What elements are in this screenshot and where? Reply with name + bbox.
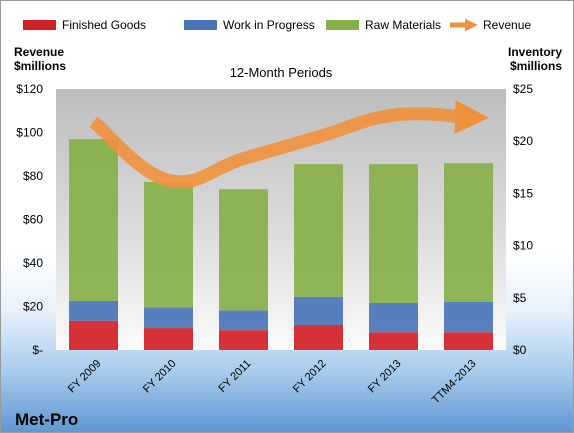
- left-axis-tick-label: $100: [16, 126, 43, 140]
- bar-finished-goods: [294, 324, 343, 350]
- bar-finished-goods: [444, 332, 493, 350]
- legend-swatch-work-in-progress: [184, 20, 217, 30]
- bar-finished-goods: [369, 332, 418, 350]
- revenue-line-path: [89, 99, 489, 189]
- right-axis-tick-label: $10: [513, 239, 533, 253]
- right-axis-tick-label: $20: [513, 134, 533, 148]
- right-axis-title-line: Inventory: [508, 45, 562, 59]
- x-tick-labels: FY 2009 FY 2010 FY 2011 FY 2012 FY 2013 TTM4-…: [66, 358, 479, 407]
- x-tick-label: FY 2012: [291, 358, 329, 396]
- bar-work-in-progress: [444, 301, 493, 333]
- right-axis-title-line: $millions: [510, 59, 562, 73]
- left-axis-tick-label: $60: [23, 213, 43, 227]
- legend-swatch-finished-goods: [23, 20, 56, 30]
- bar-work-in-progress: [69, 300, 118, 321]
- legend-swatch-raw-materials: [326, 20, 359, 30]
- left-axis-tick-label: $40: [23, 256, 43, 270]
- legend-label-raw-materials: Raw Materials: [365, 18, 441, 32]
- bar-raw-materials: [444, 163, 493, 302]
- bars: [69, 139, 493, 350]
- bar-raw-materials: [369, 164, 418, 304]
- legend-label-revenue: Revenue: [483, 18, 531, 32]
- bar-raw-materials: [69, 139, 118, 301]
- left-axis-title-line: $millions: [14, 59, 66, 73]
- axes: Revenue$millionsInventory$millions$-$20$…: [14, 45, 562, 357]
- bar-raw-materials: [294, 164, 343, 297]
- bar-work-in-progress: [144, 307, 193, 329]
- revenue-line: [89, 99, 489, 189]
- plot-area: [56, 89, 506, 350]
- bar-work-in-progress: [219, 310, 268, 331]
- bar-raw-materials: [219, 189, 268, 311]
- bar-work-in-progress: [369, 303, 418, 333]
- left-axis-title-line: Revenue: [14, 45, 64, 59]
- company-name: Met-Pro: [15, 410, 78, 429]
- bar-work-in-progress: [294, 296, 343, 325]
- legend: Finished Goods Work in Progress Raw Materi…: [23, 18, 531, 32]
- left-axis-tick-label: $20: [23, 300, 43, 314]
- legend-label-work-in-progress: Work in Progress: [223, 18, 315, 32]
- chart-title: 12-Month Periods: [230, 65, 333, 80]
- x-tick-label: FY 2013: [366, 358, 404, 396]
- x-tick-label: FY 2009: [66, 358, 104, 396]
- right-axis-tick-label: $15: [513, 186, 533, 200]
- x-tick-label: TTM4-2013: [430, 358, 479, 407]
- bar-finished-goods: [144, 328, 193, 350]
- x-tick-label: FY 2011: [216, 358, 253, 395]
- legend-label-finished-goods: Finished Goods: [62, 18, 146, 32]
- left-axis-tick-label: $80: [23, 169, 43, 183]
- left-axis-tick-label: $-: [32, 343, 43, 357]
- bar-raw-materials: [144, 181, 193, 308]
- right-axis-tick-label: $5: [513, 291, 527, 305]
- x-tick-label: FY 2010: [141, 358, 179, 396]
- bar-finished-goods: [69, 320, 118, 350]
- bar-finished-goods: [219, 330, 268, 350]
- right-axis-tick-label: $25: [513, 82, 533, 96]
- right-axis-tick-label: $0: [513, 343, 527, 357]
- left-axis-tick-label: $120: [16, 82, 43, 96]
